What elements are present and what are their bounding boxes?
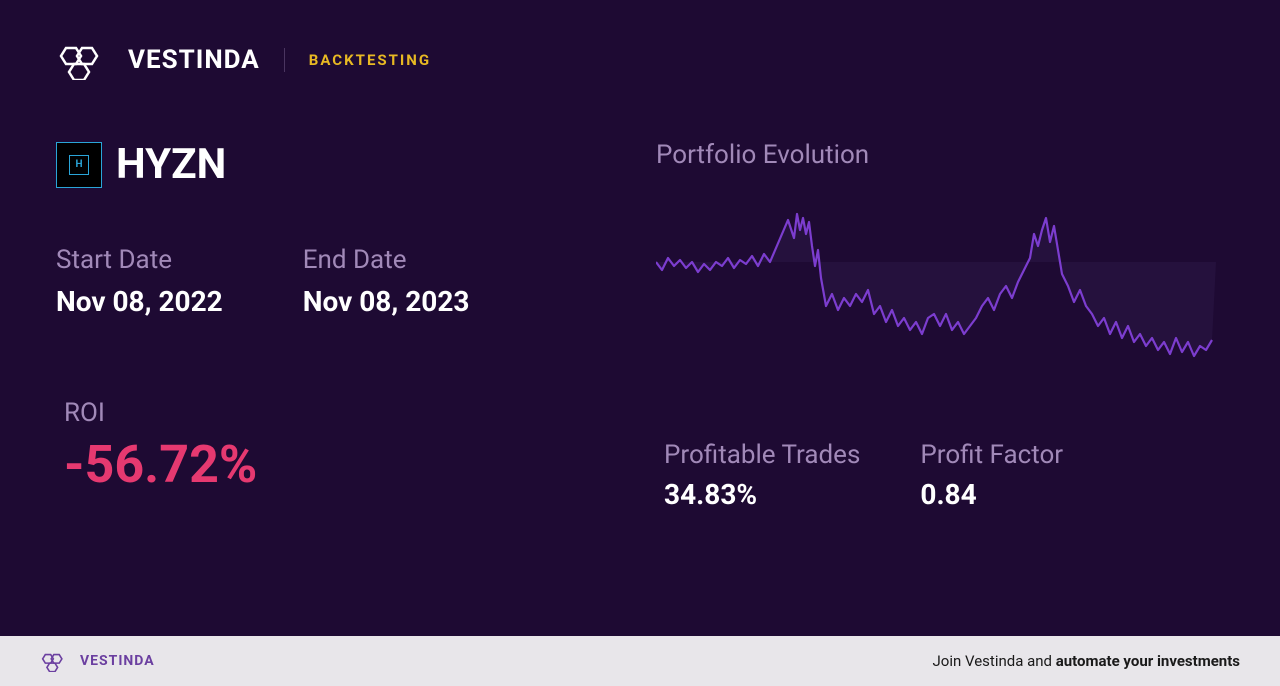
chart-title: Portfolio Evolution (656, 140, 1224, 170)
header: VESTINDA BACKTESTING (56, 40, 1224, 80)
footer-cta-prefix: Join Vestinda and (933, 652, 1056, 670)
main-panel: VESTINDA BACKTESTING H HYZN Start Date N… (0, 0, 1280, 636)
start-date-label: Start Date (56, 245, 223, 275)
profit-factor-value: 0.84 (920, 478, 1063, 511)
vestinda-icon (40, 650, 72, 672)
end-date-block: End Date Nov 08, 2023 (303, 245, 470, 318)
page-badge: BACKTESTING (309, 51, 431, 69)
roi-value: -56.72% (64, 434, 616, 495)
end-date-label: End Date (303, 245, 470, 275)
footer-logo[interactable]: VESTINDA (40, 650, 155, 672)
profit-factor-label: Profit Factor (920, 440, 1063, 470)
start-date-value: Nov 08, 2022 (56, 285, 223, 318)
profit-factor-block: Profit Factor 0.84 (920, 440, 1063, 511)
right-column: Portfolio Evolution Profitable Trades 34… (656, 140, 1224, 511)
portfolio-chart (656, 190, 1216, 390)
ticker-icon-letter: H (69, 155, 89, 175)
roi-label: ROI (64, 398, 616, 428)
ticker-symbol: HYZN (116, 140, 226, 189)
footer-cta-bold: automate your investments (1056, 652, 1240, 670)
footer: VESTINDA Join Vestinda and automate your… (0, 636, 1280, 686)
vestinda-icon (56, 40, 116, 80)
ticker-row: H HYZN (56, 140, 616, 189)
ticker-icon: H (56, 142, 102, 188)
metrics-row: Profitable Trades 34.83% Profit Factor 0… (664, 440, 1224, 511)
profitable-trades-block: Profitable Trades 34.83% (664, 440, 860, 511)
start-date-block: Start Date Nov 08, 2022 (56, 245, 223, 318)
header-divider (284, 48, 285, 72)
footer-cta[interactable]: Join Vestinda and automate your investme… (933, 652, 1241, 670)
dates-row: Start Date Nov 08, 2022 End Date Nov 08,… (56, 245, 616, 318)
footer-brand-name: VESTINDA (80, 653, 155, 669)
profitable-trades-value: 34.83% (664, 478, 860, 511)
profitable-trades-label: Profitable Trades (664, 440, 860, 470)
content-grid: H HYZN Start Date Nov 08, 2022 End Date … (56, 140, 1224, 511)
end-date-value: Nov 08, 2023 (303, 285, 470, 318)
left-column: H HYZN Start Date Nov 08, 2022 End Date … (56, 140, 616, 511)
brand-logo: VESTINDA (56, 40, 260, 80)
roi-block: ROI -56.72% (64, 398, 616, 495)
brand-name: VESTINDA (128, 45, 260, 75)
